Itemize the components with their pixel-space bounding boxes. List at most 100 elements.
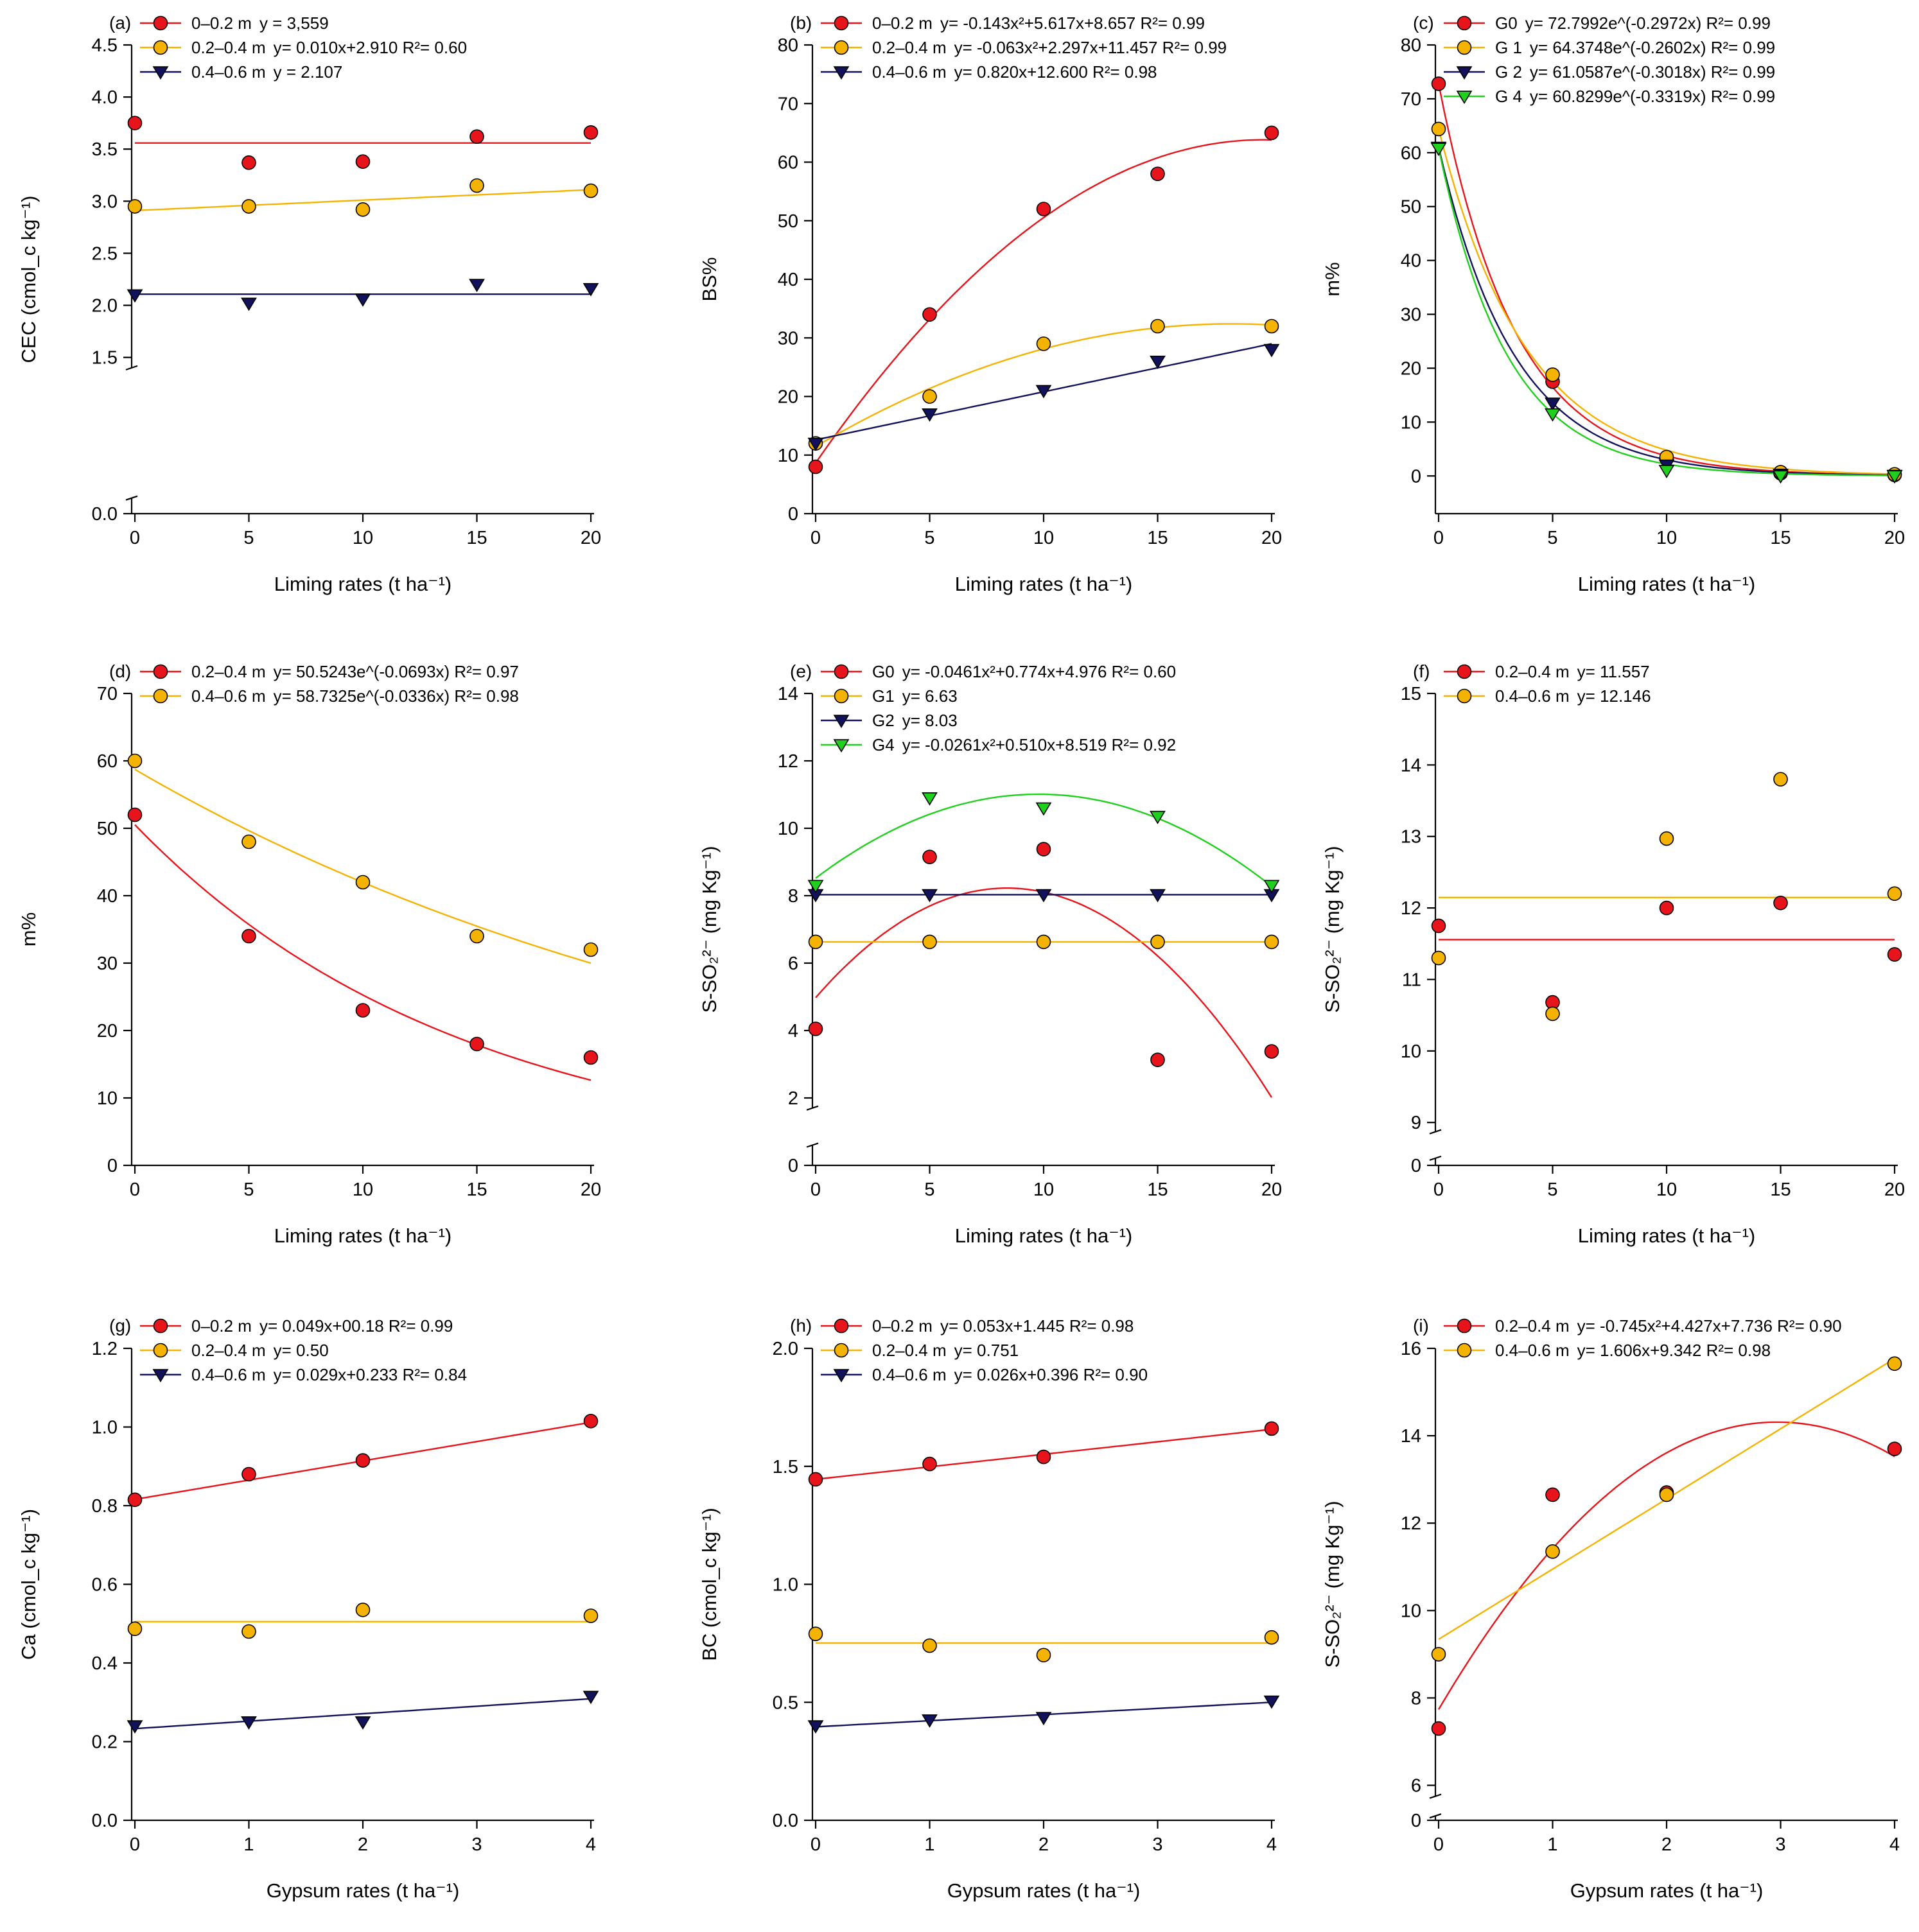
y-tick-label: 4.0 [92,87,118,108]
y-tick-label: 60 [778,153,798,173]
data-point [1036,336,1051,351]
data-point [1431,1647,1446,1662]
chart-panel-f: (f) 0 5 10 15 20 0 9 10 11 12 13 14 15 Liming rates (t… [1321,661,1905,1247]
x-tick-label: 0 [1433,1179,1444,1200]
data-point [922,849,937,864]
legend-entry: 0.2–0.4 m y= 0.751 [872,1341,1019,1360]
legend-entry: 0–0.2 m y= 0.049x+00.18 R²= 0.99 [191,1316,453,1336]
x-axis-title: Gypsum rates (t ha⁻¹) [1570,1879,1764,1902]
axis-break-mark [125,495,138,501]
legend-marker [1457,664,1472,679]
y-tick-label: 10 [97,1088,118,1109]
data-point [355,1603,371,1617]
fit-line [1437,83,1895,476]
legend-series-name: 0–0.2 m [191,1316,252,1336]
legend-entry: 0.4–0.6 m y= 1.606x+9.342 R²= 0.98 [1495,1341,1771,1360]
data-point [583,1608,599,1623]
legend-marker [834,664,849,679]
data-point [469,129,484,144]
data-point [1659,831,1674,846]
data-point [355,1003,371,1018]
y-tick-label: 2.5 [92,243,118,264]
legend-equation: y = 2.107 [274,62,343,82]
legend-marker [834,688,849,704]
axis-break-mark [806,1105,819,1111]
data-point [922,1456,937,1472]
data-point [127,1720,143,1734]
y-axis-title: S-SO₂²⁻ (mg Kg⁻¹) [698,846,721,1013]
data-point [355,154,371,169]
data-point [808,459,823,474]
panel-letter: (g) [109,1316,131,1336]
y-axis-title: BS% [698,257,721,302]
legend-equation: y= -0.0461x²+0.774x+4.976 R²= 0.60 [902,662,1176,681]
legend-series-name: G2 [872,711,895,730]
legend-marker [153,688,168,704]
fit-line [134,824,591,1081]
x-tick-label: 20 [1884,1179,1905,1200]
y-tick-label: 10 [1401,1041,1421,1062]
x-tick-label: 5 [1547,528,1557,548]
fit-line [134,1698,591,1730]
legend-marker [834,1343,849,1358]
data-point [1263,880,1280,894]
x-axis-title: Liming rates (t ha⁻¹) [274,1224,452,1247]
x-tick-label: 0 [811,1834,821,1855]
axis-break-mark [806,1142,819,1148]
y-tick-label: 12 [1401,1513,1421,1534]
data-point [1773,470,1789,484]
legend-marker [833,715,850,729]
legend-entry: 0.2–0.4 m y= 50.5243e^(-0.0693x) R²= 0.97 [191,662,519,681]
legend-series-name: 0.2–0.4 m [191,662,266,681]
x-axis-title: Liming rates (t ha⁻¹) [1578,573,1756,595]
y-tick-label: 0 [1411,466,1421,487]
x-tick-label: 2 [1661,1834,1672,1855]
y-tick-label: 11 [1402,970,1421,990]
x-tick-label: 20 [581,528,601,548]
data-point [808,1022,823,1036]
y-tick-label: 14 [778,684,798,704]
x-axis-title: Liming rates (t ha⁻¹) [955,1224,1133,1247]
y-tick-label: 30 [778,328,798,349]
y-tick-label: 80 [1401,35,1421,56]
data-point [355,875,371,890]
chart-panel-a: (a) 0 5 10 15 20 0.0 1.5 2.0 2.5 3.0 3.5 4.0 4.5 Limin… [17,13,601,595]
data-point [808,1472,823,1487]
x-tick-label: 10 [353,1179,373,1200]
y-tick-label: 13 [1401,827,1421,848]
legend-marker [153,40,168,55]
y-tick-label: 0.0 [773,1811,798,1831]
y-tick-label: 15 [1401,684,1421,704]
legend-entry: 0.2–0.4 m y= -0.063x²+2.297x+11.457 R²= 0… [872,38,1227,57]
data-point [808,1626,823,1641]
data-point [241,155,256,170]
legend-equation: y= 0.049x+00.18 R²= 0.99 [259,1316,453,1336]
legend-marker [1456,91,1473,105]
x-tick-label: 4 [1889,1834,1900,1855]
x-tick-label: 20 [581,1179,601,1200]
legend-marker [833,66,850,80]
axis-break-mark [1429,1155,1442,1161]
data-point [1545,1006,1560,1022]
data-point [922,307,937,322]
legend-marker [833,1369,850,1383]
fit-line [1437,1421,1895,1710]
x-axis-title: Liming rates (t ha⁻¹) [274,573,452,595]
x-tick-label: 0 [811,528,821,548]
data-point [1264,1421,1279,1436]
data-point [1036,1449,1051,1465]
data-point [355,1716,371,1730]
data-point [807,880,824,894]
legend-marker [1457,15,1472,31]
data-point [355,202,371,217]
legend-entry: G0 y= 72.7992e^(-0.2972x) R²= 0.99 [1495,13,1771,33]
data-point [583,1050,599,1065]
legend-entry: 0–0.2 m y= -0.143x²+5.617x+8.657 R²= 0.99 [872,13,1205,33]
data-point [1036,842,1051,857]
y-tick-label: 70 [778,94,798,114]
legend-series-name: 0.4–0.6 m [1495,686,1570,706]
y-tick-label: 3.5 [92,139,118,160]
data-point [1035,802,1052,816]
legend-equation: y= 0.053x+1.445 R²= 0.98 [940,1316,1134,1336]
y-tick-label: 20 [1401,358,1421,379]
